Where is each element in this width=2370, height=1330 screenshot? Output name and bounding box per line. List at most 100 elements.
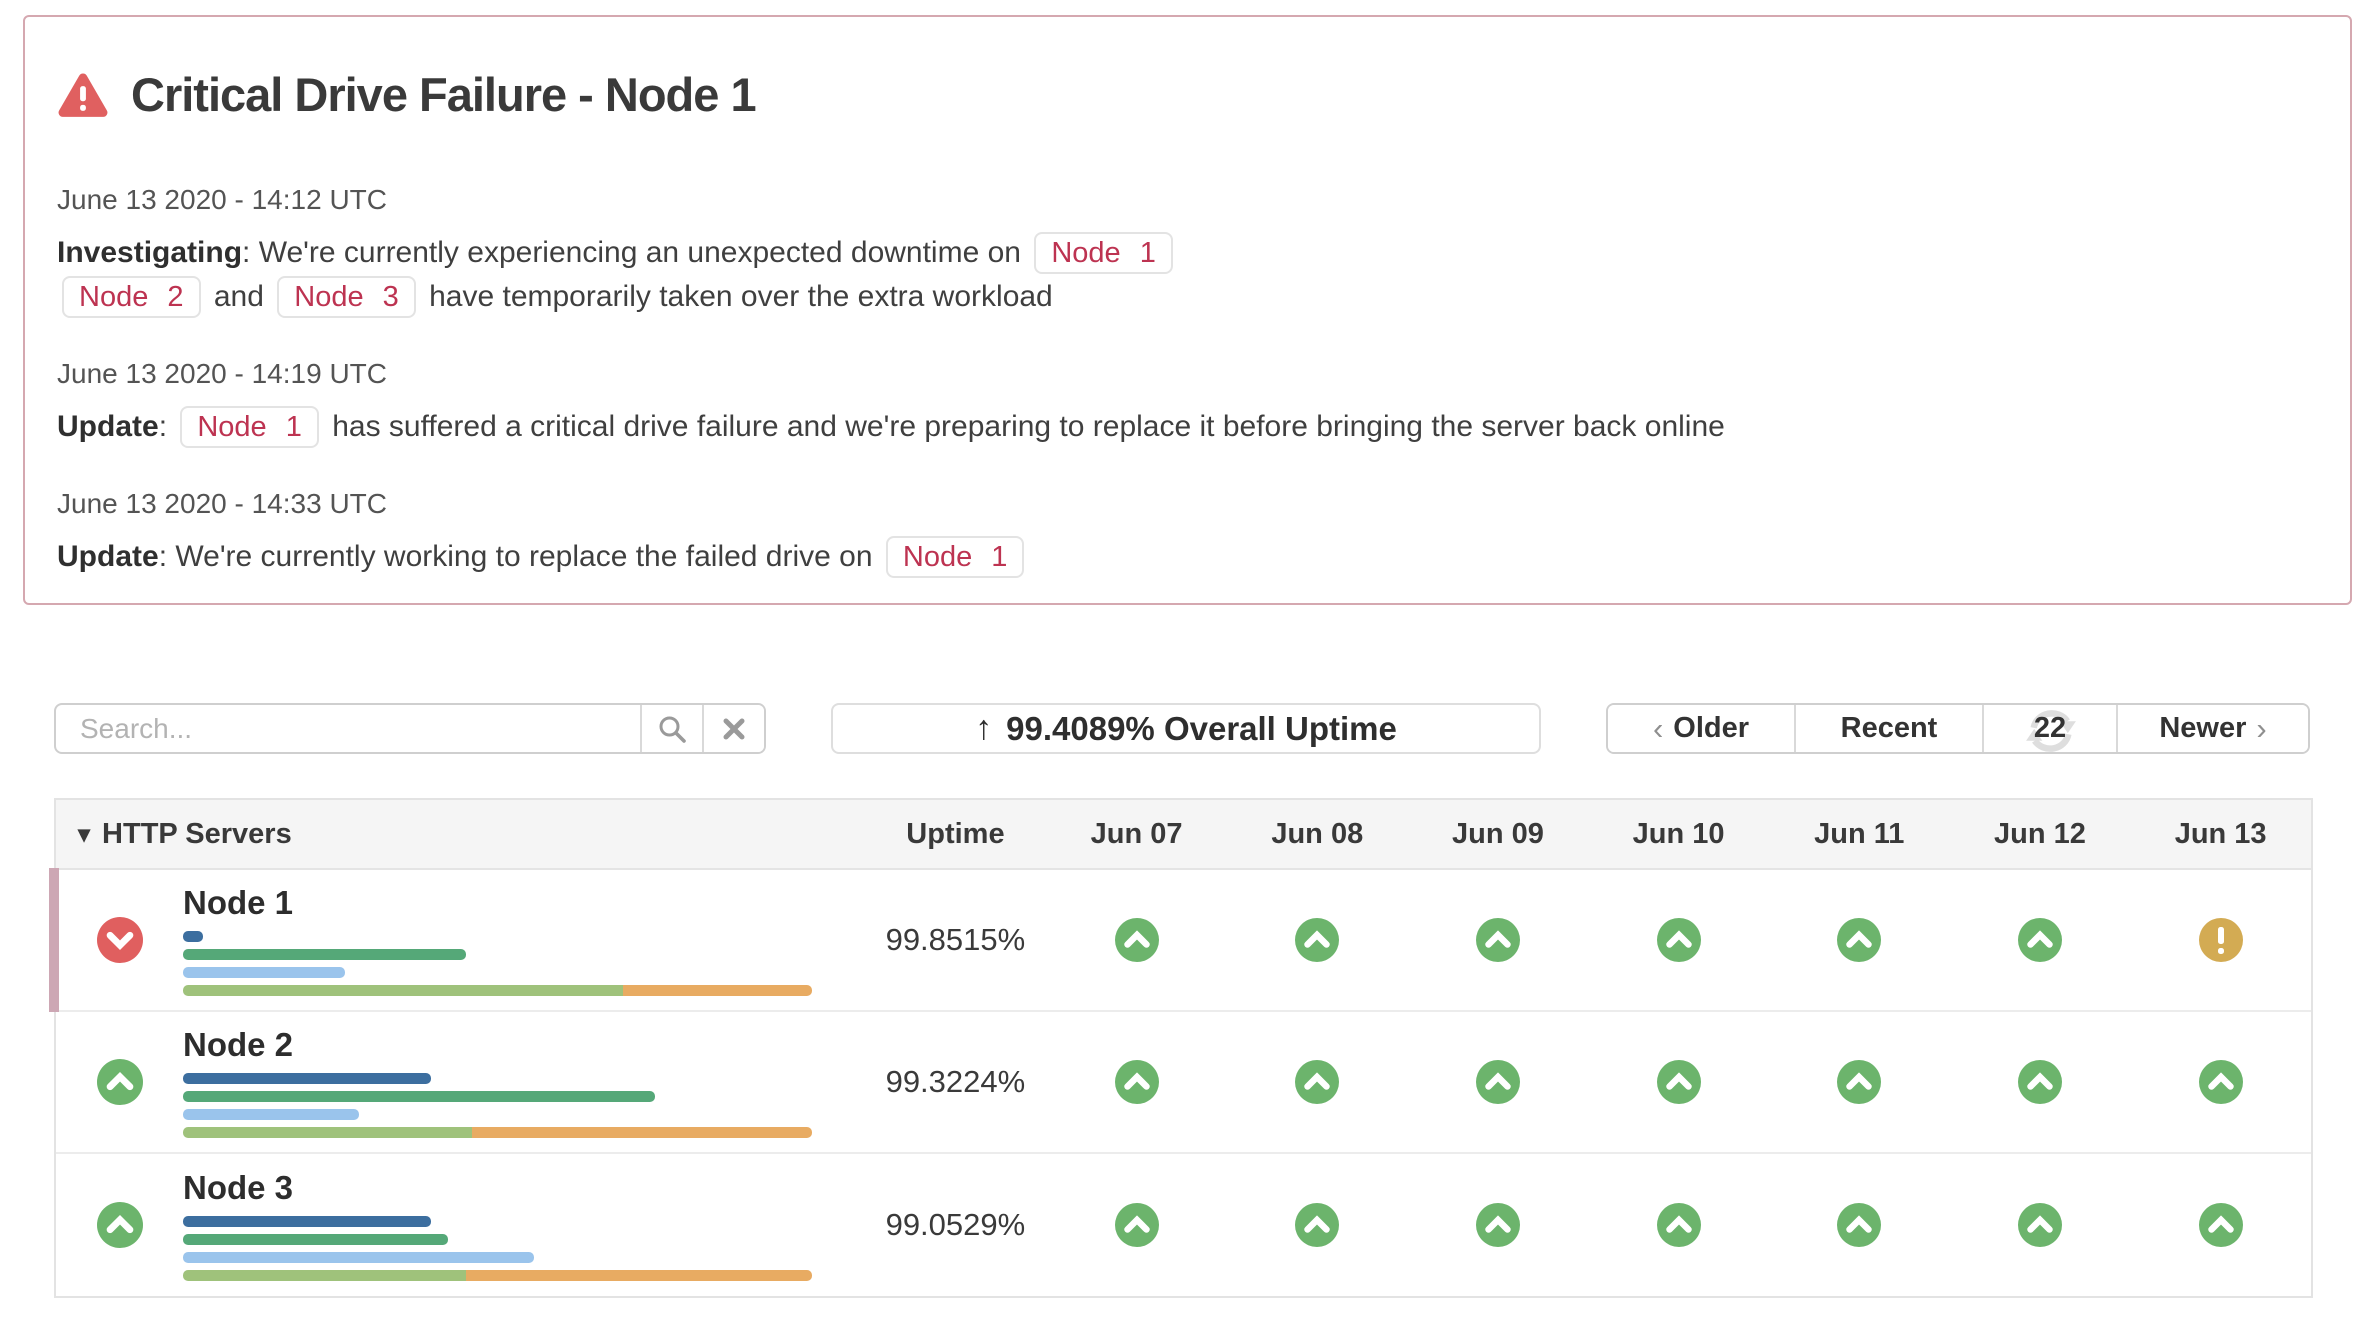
- entry-status-label: Update: [57, 540, 159, 573]
- day-status-cell[interactable]: [1950, 1060, 2131, 1104]
- status-up-icon: [1837, 1203, 1882, 1247]
- uptime-column-header: Uptime: [906, 817, 1005, 850]
- entry-message: Update: Node 1 has suffered a critical d…: [57, 405, 2295, 449]
- day-status-cell[interactable]: [1227, 1203, 1408, 1247]
- day-status-cell[interactable]: [2130, 1060, 2311, 1104]
- incident-header: Critical Drive Failure - Node 1: [57, 67, 2295, 123]
- status-up-icon: [1656, 1060, 1701, 1104]
- stacked-bar-orange-segment: [472, 1127, 812, 1138]
- day-column-header: Jun 07: [1090, 817, 1183, 850]
- day-status-cell[interactable]: [2130, 1203, 2311, 1247]
- status-up-icon: [1114, 1203, 1159, 1247]
- row-status: [56, 917, 183, 963]
- incident-entry: June 13 2020 - 14:12 UTC Investigating: W…: [57, 183, 2295, 319]
- entry-status-label: Investigating: [57, 236, 243, 269]
- newer-button[interactable]: Newer ›: [2116, 705, 2308, 752]
- group-header[interactable]: ▾ HTTP Servers: [56, 818, 865, 851]
- status-up-icon: [96, 1059, 143, 1105]
- uptime-value: 99.0529%: [885, 1207, 1026, 1242]
- refresh-icon: [2026, 710, 2076, 752]
- day-status-cell[interactable]: [1588, 1060, 1769, 1104]
- group-header-label: HTTP Servers: [102, 817, 292, 850]
- day-status-cell[interactable]: [1769, 1203, 1950, 1247]
- server-row[interactable]: Node 3 99.0529%: [56, 1154, 2311, 1296]
- response-bar-stacked: [183, 1270, 812, 1281]
- chevron-right-icon: ›: [2256, 710, 2267, 746]
- day-status-cell[interactable]: [1408, 1203, 1589, 1247]
- response-bar: [183, 967, 345, 978]
- search-icon: [659, 716, 686, 743]
- day-status-cell[interactable]: [1950, 918, 2131, 962]
- response-bar: [183, 1252, 534, 1263]
- status-up-icon: [1475, 918, 1520, 962]
- entry-timestamp: June 13 2020 - 14:19 UTC: [57, 358, 387, 389]
- status-up-icon: [2198, 1203, 2243, 1247]
- day-status-cell[interactable]: [1046, 918, 1227, 962]
- status-up-icon: [1475, 1060, 1520, 1104]
- chevron-left-icon: ‹: [1652, 710, 1664, 746]
- refresh-count: 22: [2033, 712, 2067, 744]
- day-status-cell[interactable]: [1408, 1060, 1589, 1104]
- incident-entries: June 13 2020 - 14:12 UTC Investigating: W…: [57, 183, 2295, 579]
- node-name: Node 1: [183, 884, 294, 921]
- name-and-bars: Node 3: [183, 1169, 865, 1281]
- status-up-icon: [1114, 918, 1159, 962]
- server-name-cell: Node 3: [56, 1154, 865, 1296]
- day-status-cell[interactable]: [1769, 918, 1950, 962]
- search-group: [54, 703, 766, 754]
- day-status-cell[interactable]: [2130, 918, 2311, 962]
- response-bar: [183, 1216, 431, 1227]
- stacked-bar-green-segment: [183, 1270, 467, 1281]
- server-name-cell: Node 1: [56, 870, 865, 1010]
- table-header: ▾ HTTP Servers Uptime Jun 07 Jun 08 Jun 09…: [56, 800, 2311, 870]
- search-input[interactable]: [56, 705, 640, 752]
- name-and-bars: Node 1: [183, 884, 865, 996]
- response-bar: [183, 949, 466, 960]
- day-status-cell[interactable]: [1588, 918, 1769, 962]
- day-column-header: Jun 10: [1632, 817, 1725, 850]
- status-up-icon: [1837, 1060, 1882, 1104]
- stacked-bar-orange-segment: [466, 1270, 812, 1281]
- search-button[interactable]: [640, 705, 702, 752]
- day-status-cell[interactable]: [1046, 1203, 1227, 1247]
- warning-triangle-icon: [58, 73, 108, 117]
- day-status-cell[interactable]: [1588, 1203, 1769, 1247]
- status-down-icon: [96, 917, 143, 963]
- refresh-button[interactable]: 22: [1982, 705, 2116, 752]
- recent-button[interactable]: Recent: [1794, 705, 1982, 752]
- older-button[interactable]: ‹ Older: [1608, 705, 1794, 752]
- caret-down-icon: ▾: [78, 820, 91, 848]
- status-up-icon: [1295, 1060, 1340, 1104]
- status-up-icon: [1837, 918, 1882, 962]
- node-pill: Node 3: [277, 276, 416, 318]
- status-up-icon: [1295, 1203, 1340, 1247]
- node-name: Node 2: [183, 1026, 294, 1063]
- response-bar-stacked: [183, 985, 812, 996]
- server-rows: Node 1 99.8515% Node 2 99.3224% Node 3 99.052…: [49, 868, 2311, 1296]
- row-status: [56, 1059, 183, 1105]
- entry-timestamp: June 13 2020 - 14:33 UTC: [57, 488, 387, 519]
- entry-message: Investigating: We're currently experienc…: [57, 231, 2295, 319]
- stacked-bar-orange-segment: [623, 985, 812, 996]
- server-row[interactable]: Node 1 99.8515%: [49, 868, 2311, 1012]
- day-status-cell[interactable]: [1769, 1060, 1950, 1104]
- response-bar: [183, 1073, 431, 1084]
- day-column-header: Jun 09: [1452, 817, 1544, 850]
- servers-table: ▾ HTTP Servers Uptime Jun 07 Jun 08 Jun 09…: [49, 798, 2313, 1298]
- day-status-cell[interactable]: [1408, 918, 1589, 962]
- day-column-header: Jun 12: [1994, 817, 2086, 850]
- incident-entry: June 13 2020 - 14:19 UTC Update: Node 1 h…: [57, 357, 2295, 449]
- server-row[interactable]: Node 2 99.3224%: [56, 1012, 2311, 1154]
- clear-search-button[interactable]: [702, 705, 764, 752]
- day-status-cell[interactable]: [1950, 1203, 2131, 1247]
- day-column-header: Jun 11: [1814, 817, 1905, 850]
- incident-panel: Critical Drive Failure - Node 1 June 13 …: [23, 15, 2352, 605]
- node-pill: Node 1: [885, 536, 1025, 578]
- day-status-cell[interactable]: [1046, 1060, 1227, 1104]
- day-status-cell[interactable]: [1227, 1060, 1408, 1104]
- close-icon: [723, 718, 745, 739]
- node-pill: Node 2: [62, 276, 201, 318]
- day-status-cell[interactable]: [1227, 918, 1408, 962]
- incident-entry: June 13 2020 - 14:33 UTC Update: We're cu…: [57, 487, 2295, 579]
- status-up-icon: [2017, 1060, 2062, 1104]
